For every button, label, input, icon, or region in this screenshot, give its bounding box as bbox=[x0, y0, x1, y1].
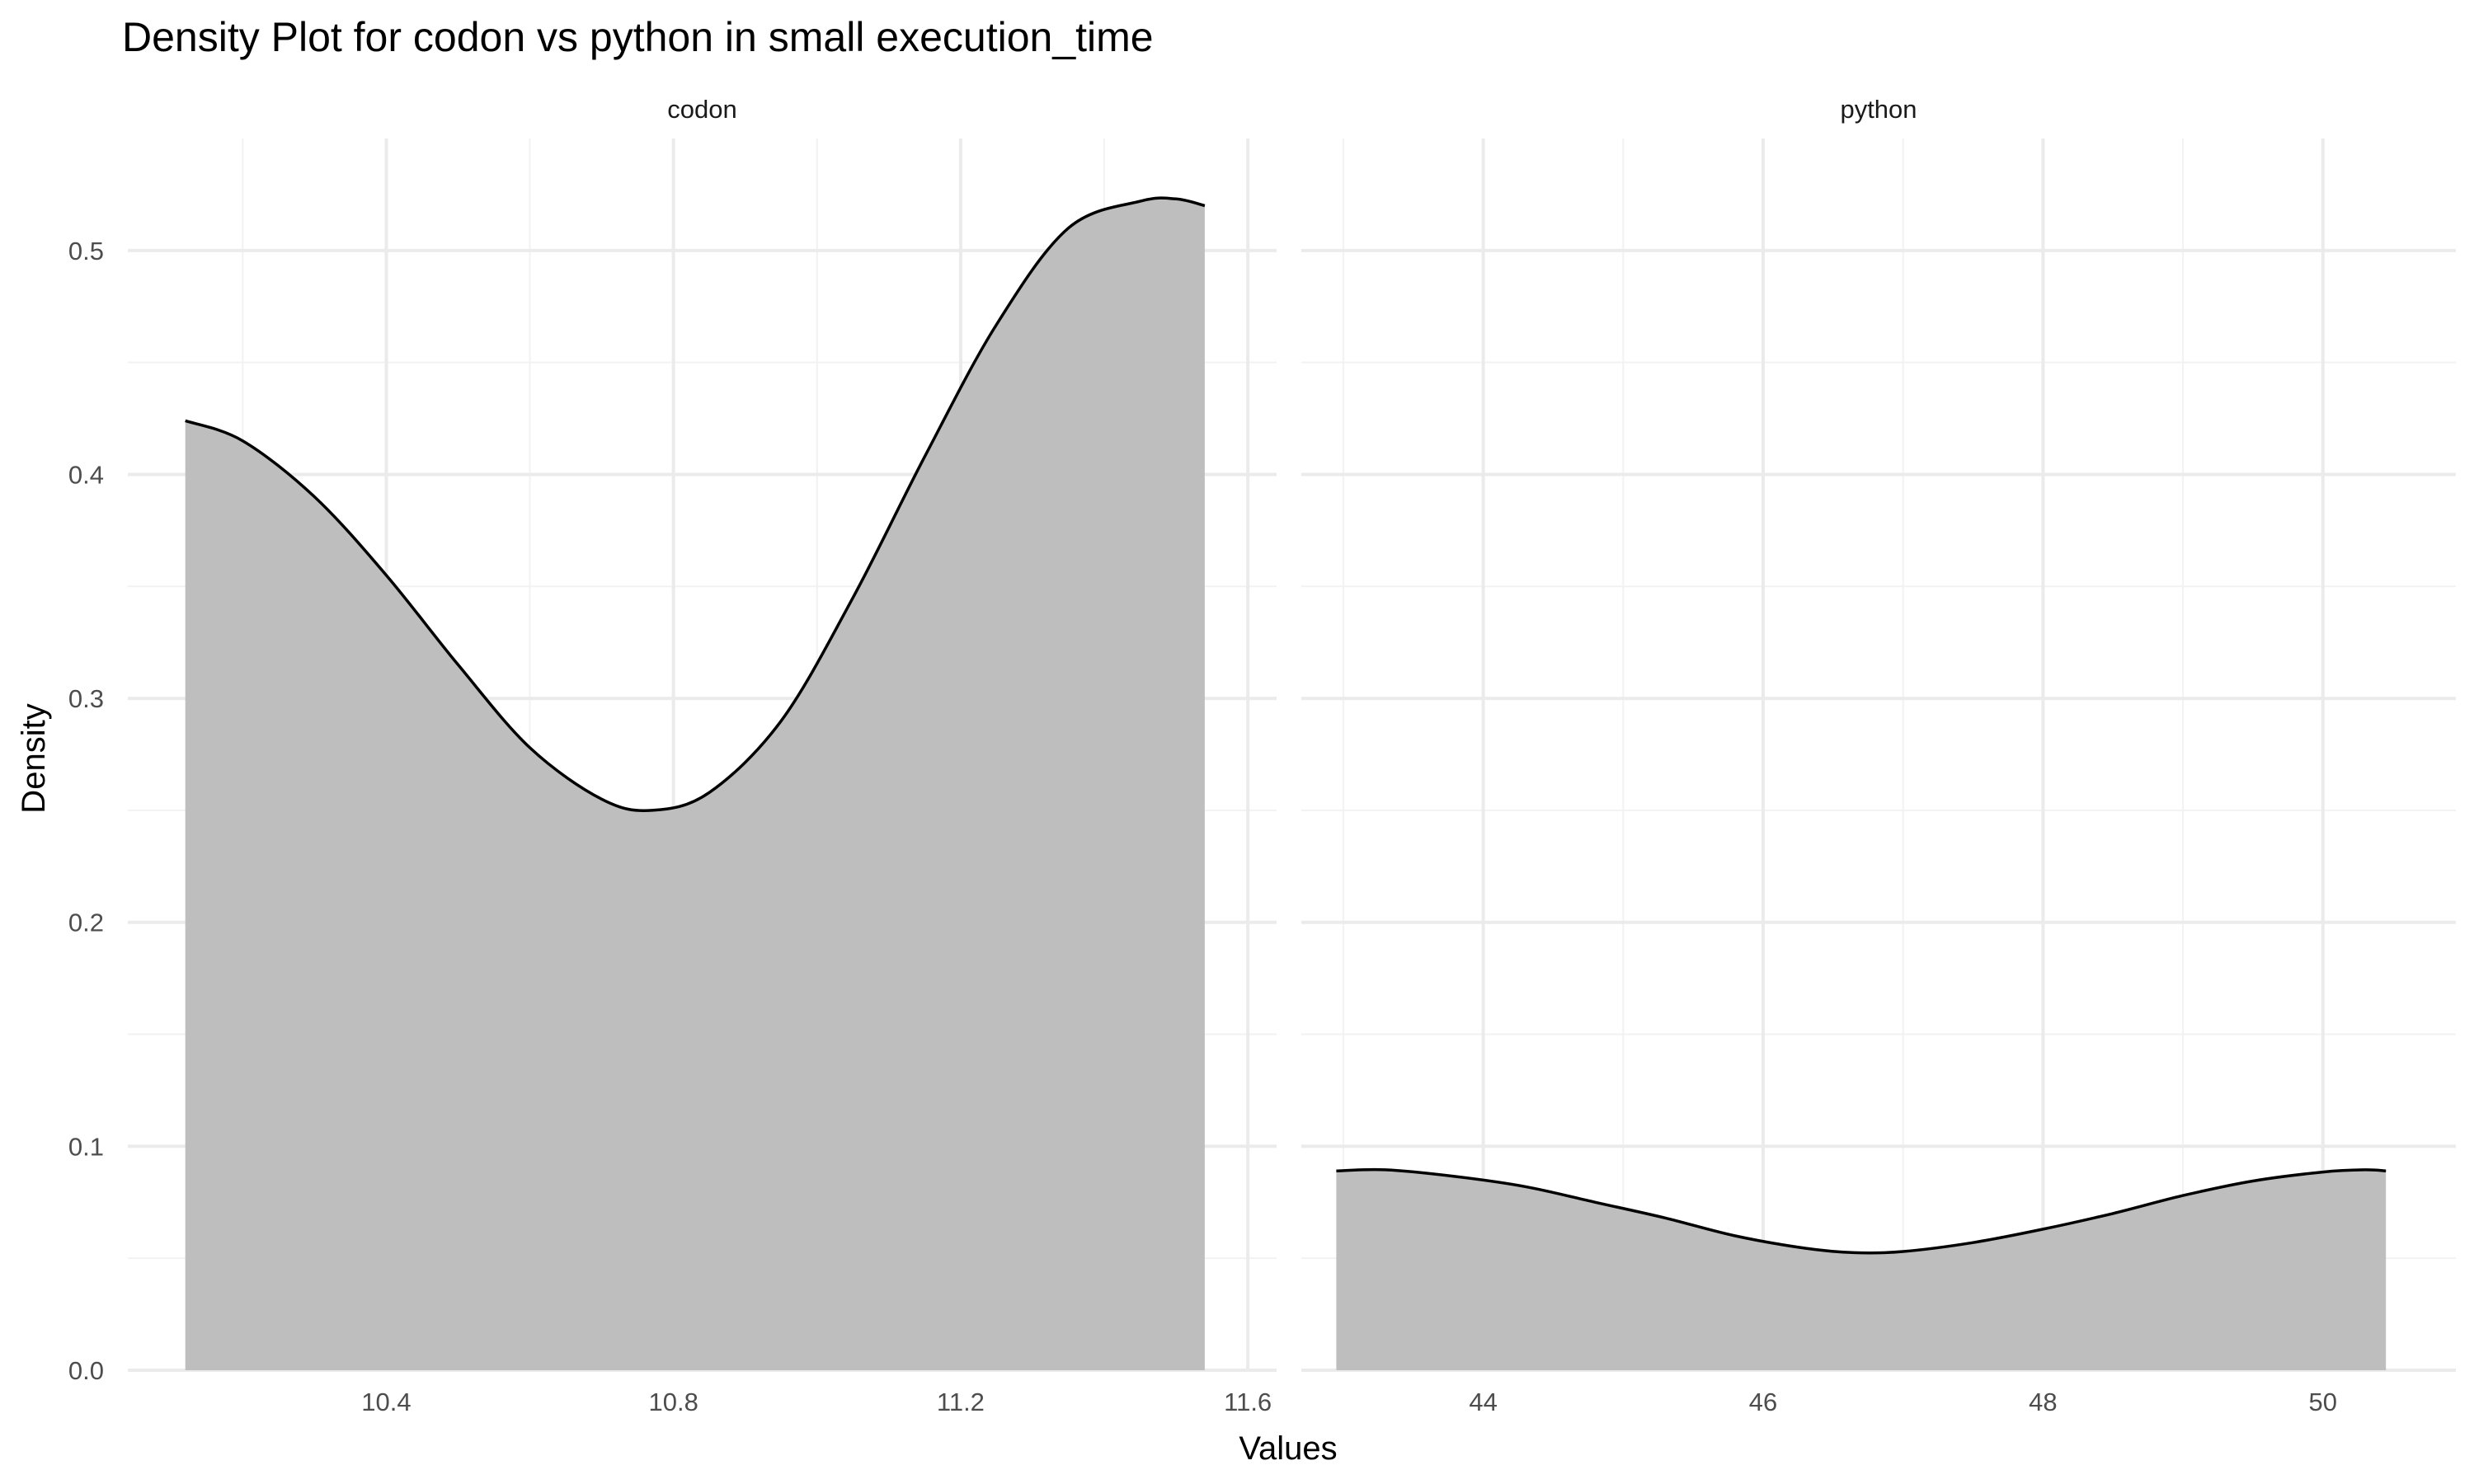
x-tick-label: 44 bbox=[1469, 1388, 1497, 1416]
y-tick-label: 0.5 bbox=[68, 237, 104, 265]
y-tick-label: 0.4 bbox=[68, 460, 104, 489]
facet-panel-python: 44 46 48 50 python bbox=[1301, 95, 2456, 1416]
chart-title: Density Plot for codon vs python in smal… bbox=[122, 14, 1154, 60]
x-tick-label: 11.6 bbox=[1224, 1388, 1272, 1416]
y-tick-label: 0.3 bbox=[68, 684, 104, 713]
y-axis-title: Density bbox=[16, 703, 52, 813]
x-axis-title: Values bbox=[1239, 1430, 1337, 1467]
x-tick-label: 10.4 bbox=[361, 1388, 411, 1416]
x-tick-label: 46 bbox=[1749, 1388, 1777, 1416]
density-line-python bbox=[1336, 1167, 2387, 1255]
facet-panels: 0.0 0.1 0.2 0.3 0.4 0.5 10.4 10.8 11.2 11.6 codon 4… bbox=[68, 95, 2456, 1416]
x-tick-label: 11.2 bbox=[937, 1388, 985, 1416]
density-line-codon bbox=[185, 196, 1206, 812]
x-tick-label: 50 bbox=[2309, 1388, 2337, 1416]
y-tick-label: 0.1 bbox=[68, 1132, 104, 1161]
density-area-codon bbox=[185, 198, 1205, 1371]
y-tick-label: 0.0 bbox=[68, 1356, 104, 1385]
x-tick-label: 10.8 bbox=[649, 1388, 698, 1416]
facet-strip-label: python bbox=[1840, 95, 1917, 124]
x-tick-label: 48 bbox=[2029, 1388, 2057, 1416]
facet-strip-label: codon bbox=[667, 95, 736, 124]
density-area-python bbox=[1336, 1169, 2387, 1370]
facet-panel-codon: 10.4 10.8 11.2 11.6 codon bbox=[128, 95, 1277, 1416]
y-tick-label: 0.2 bbox=[68, 909, 104, 937]
